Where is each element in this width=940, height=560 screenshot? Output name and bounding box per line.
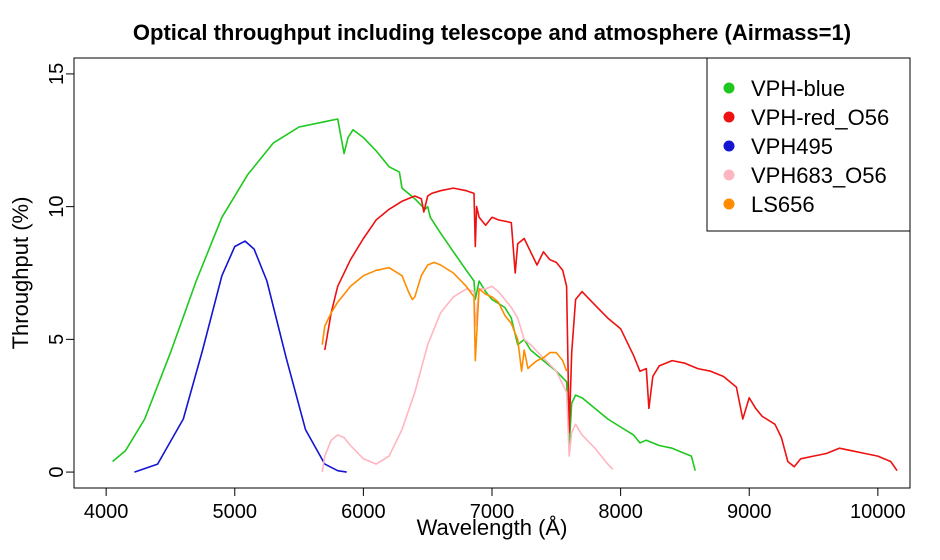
series-line-vph683-o56 (321, 285, 614, 473)
series-line-vph-blue (112, 118, 696, 471)
x-tick-label: 6000 (341, 501, 386, 523)
legend-box (706, 57, 911, 232)
legend-swatch (723, 140, 735, 152)
series-layer (112, 118, 898, 473)
x-tick-label: 10000 (850, 501, 906, 523)
x-axis-label: Wavelength (Å) (417, 515, 568, 540)
series-line-vph495 (134, 240, 347, 473)
x-tick-label: 5000 (213, 501, 258, 523)
legend-label: VPH-blue (751, 76, 845, 101)
legend-label: LS656 (751, 192, 815, 217)
x-tick-label: 9000 (727, 501, 772, 523)
x-axis: 4000 5000 6000 7000 8000 9000 10000 (84, 488, 906, 523)
chart-title: Optical throughput including telescope a… (133, 20, 851, 45)
x-tick-label: 4000 (84, 501, 129, 523)
legend-swatch (723, 111, 735, 123)
legend-label: VPH-red_O56 (751, 105, 889, 130)
x-tick-label: 8000 (598, 501, 643, 523)
y-tick-label: 15 (46, 63, 68, 85)
y-tick-label: 10 (46, 196, 68, 218)
legend-swatch (723, 82, 735, 94)
x-tick-label: 7000 (470, 501, 515, 523)
y-axis-label: Throughput (%) (8, 197, 33, 350)
legend-swatch (723, 169, 735, 181)
y-tick-label: 0 (46, 467, 68, 478)
series-line-ls656 (321, 261, 568, 373)
legend-swatch (723, 198, 735, 210)
y-axis: 0 5 10 15 (46, 63, 74, 478)
series-line-vph-red-o56 (324, 187, 898, 472)
legend-label: VPH683_O56 (751, 163, 887, 188)
legend-label: VPH495 (751, 134, 833, 159)
y-tick-label: 5 (46, 334, 68, 345)
legend: VPH-blue VPH-red_O56 VPH495 VPH683_O56 LS656 (706, 57, 911, 232)
